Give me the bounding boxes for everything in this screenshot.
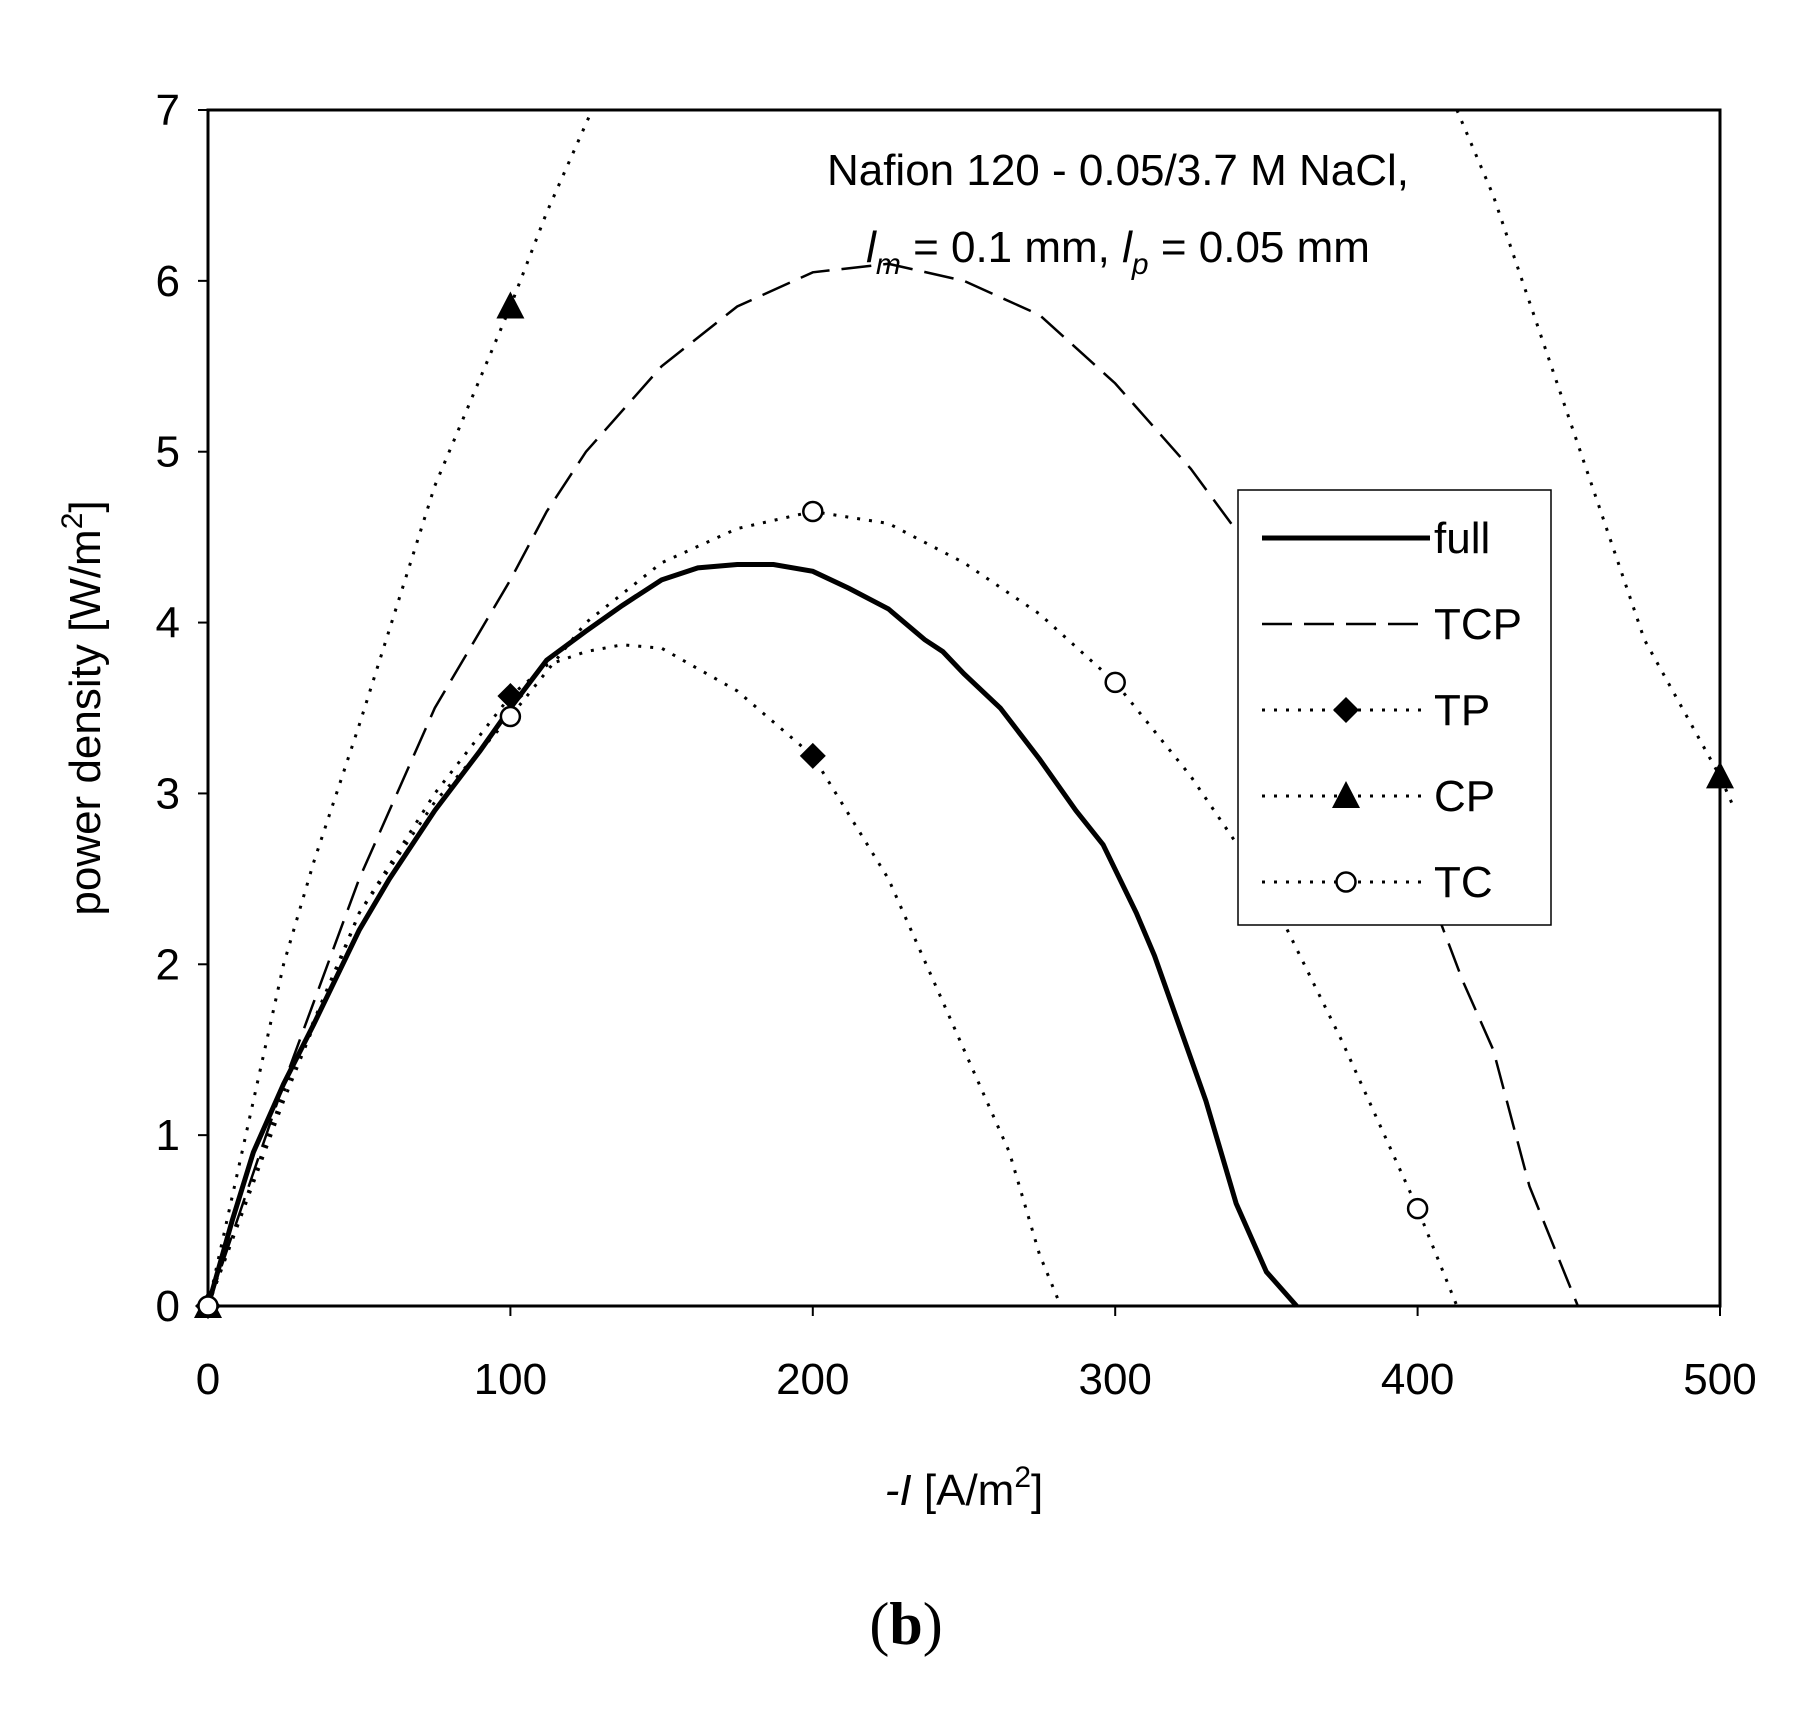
legend-marker [1332, 781, 1360, 808]
y-tick-label: 2 [156, 940, 180, 989]
markers-tc [197, 500, 1429, 1317]
y-tick-label: 7 [156, 86, 180, 135]
chart-annotation: lm = 0.1 mm, lp = 0.05 mm [866, 223, 1370, 281]
legend-label: TCP [1434, 600, 1522, 649]
y-tick-label: 1 [156, 1111, 180, 1160]
series-cp [206, 110, 1735, 1307]
plot-frame [206, 108, 1722, 1308]
x-tick-label: 500 [1683, 1355, 1756, 1404]
m-subscript: m [876, 248, 901, 281]
series-line-full [205, 561, 1299, 1308]
marker-cp [496, 291, 525, 319]
x-tick-label: 100 [474, 1355, 547, 1404]
marker-tc [802, 500, 824, 523]
y-tick-label: 6 [156, 257, 180, 306]
series-full [205, 561, 1299, 1308]
legend-label: full [1434, 514, 1490, 563]
marker-tc [1406, 1197, 1429, 1220]
legend: full TCP TP CP TC [1237, 489, 1552, 926]
series-line-cp-b [1455, 110, 1735, 812]
legend-item-tc: TC [1262, 858, 1493, 907]
y-tick-label: 0 [156, 1282, 180, 1331]
marker-tp [497, 683, 524, 710]
annotation-m-text: = 0.1 mm, [901, 223, 1122, 272]
marker-tp [799, 742, 826, 769]
legend-marker [1335, 871, 1357, 893]
marker-tc [1104, 671, 1126, 694]
legend-label: TC [1434, 858, 1493, 907]
annotation-p-text: = 0.05 mm [1149, 223, 1370, 272]
p-subscript: p [1131, 248, 1149, 281]
marker-tc [499, 705, 522, 728]
legend-box [1237, 489, 1552, 926]
legend-item-tp: TP [1262, 686, 1490, 735]
x-tick-label: 0 [196, 1355, 220, 1404]
legend-label: TP [1434, 686, 1490, 735]
y-tick-label: 5 [156, 428, 180, 477]
legend-item-cp: CP [1262, 772, 1495, 821]
series-line-cp [206, 110, 594, 1307]
legend-item-tcp: TCP [1262, 600, 1522, 649]
y-tick-label: 3 [156, 769, 180, 818]
x-axis: 0 100 200 300 400 500 [196, 1306, 1757, 1404]
marker-tc [197, 1295, 219, 1317]
y-axis-label: power density [W/m2] [56, 500, 110, 915]
l-symbol-m: l [866, 223, 877, 272]
series-group [194, 110, 1735, 1319]
x-axis-label: -I [A/m2] [885, 1461, 1044, 1515]
legend-marker [1333, 697, 1359, 723]
l-symbol-p: l [1122, 223, 1133, 272]
legend-item-full: full [1262, 514, 1490, 563]
y-tick-label: 4 [156, 599, 180, 648]
markers-tp [195, 683, 826, 1319]
marker-cp [1706, 761, 1734, 789]
x-tick-label: 400 [1381, 1355, 1454, 1404]
x-tick-label: 300 [1078, 1355, 1151, 1404]
y-axis: 0 1 2 3 4 5 6 7 [156, 86, 208, 1331]
legend-label: CP [1434, 772, 1495, 821]
panel-label: (b) [869, 1591, 943, 1657]
chart-title: Nafion 120 - 0.05/3.7 M NaCl, [827, 146, 1409, 195]
x-tick-label: 200 [776, 1355, 849, 1404]
